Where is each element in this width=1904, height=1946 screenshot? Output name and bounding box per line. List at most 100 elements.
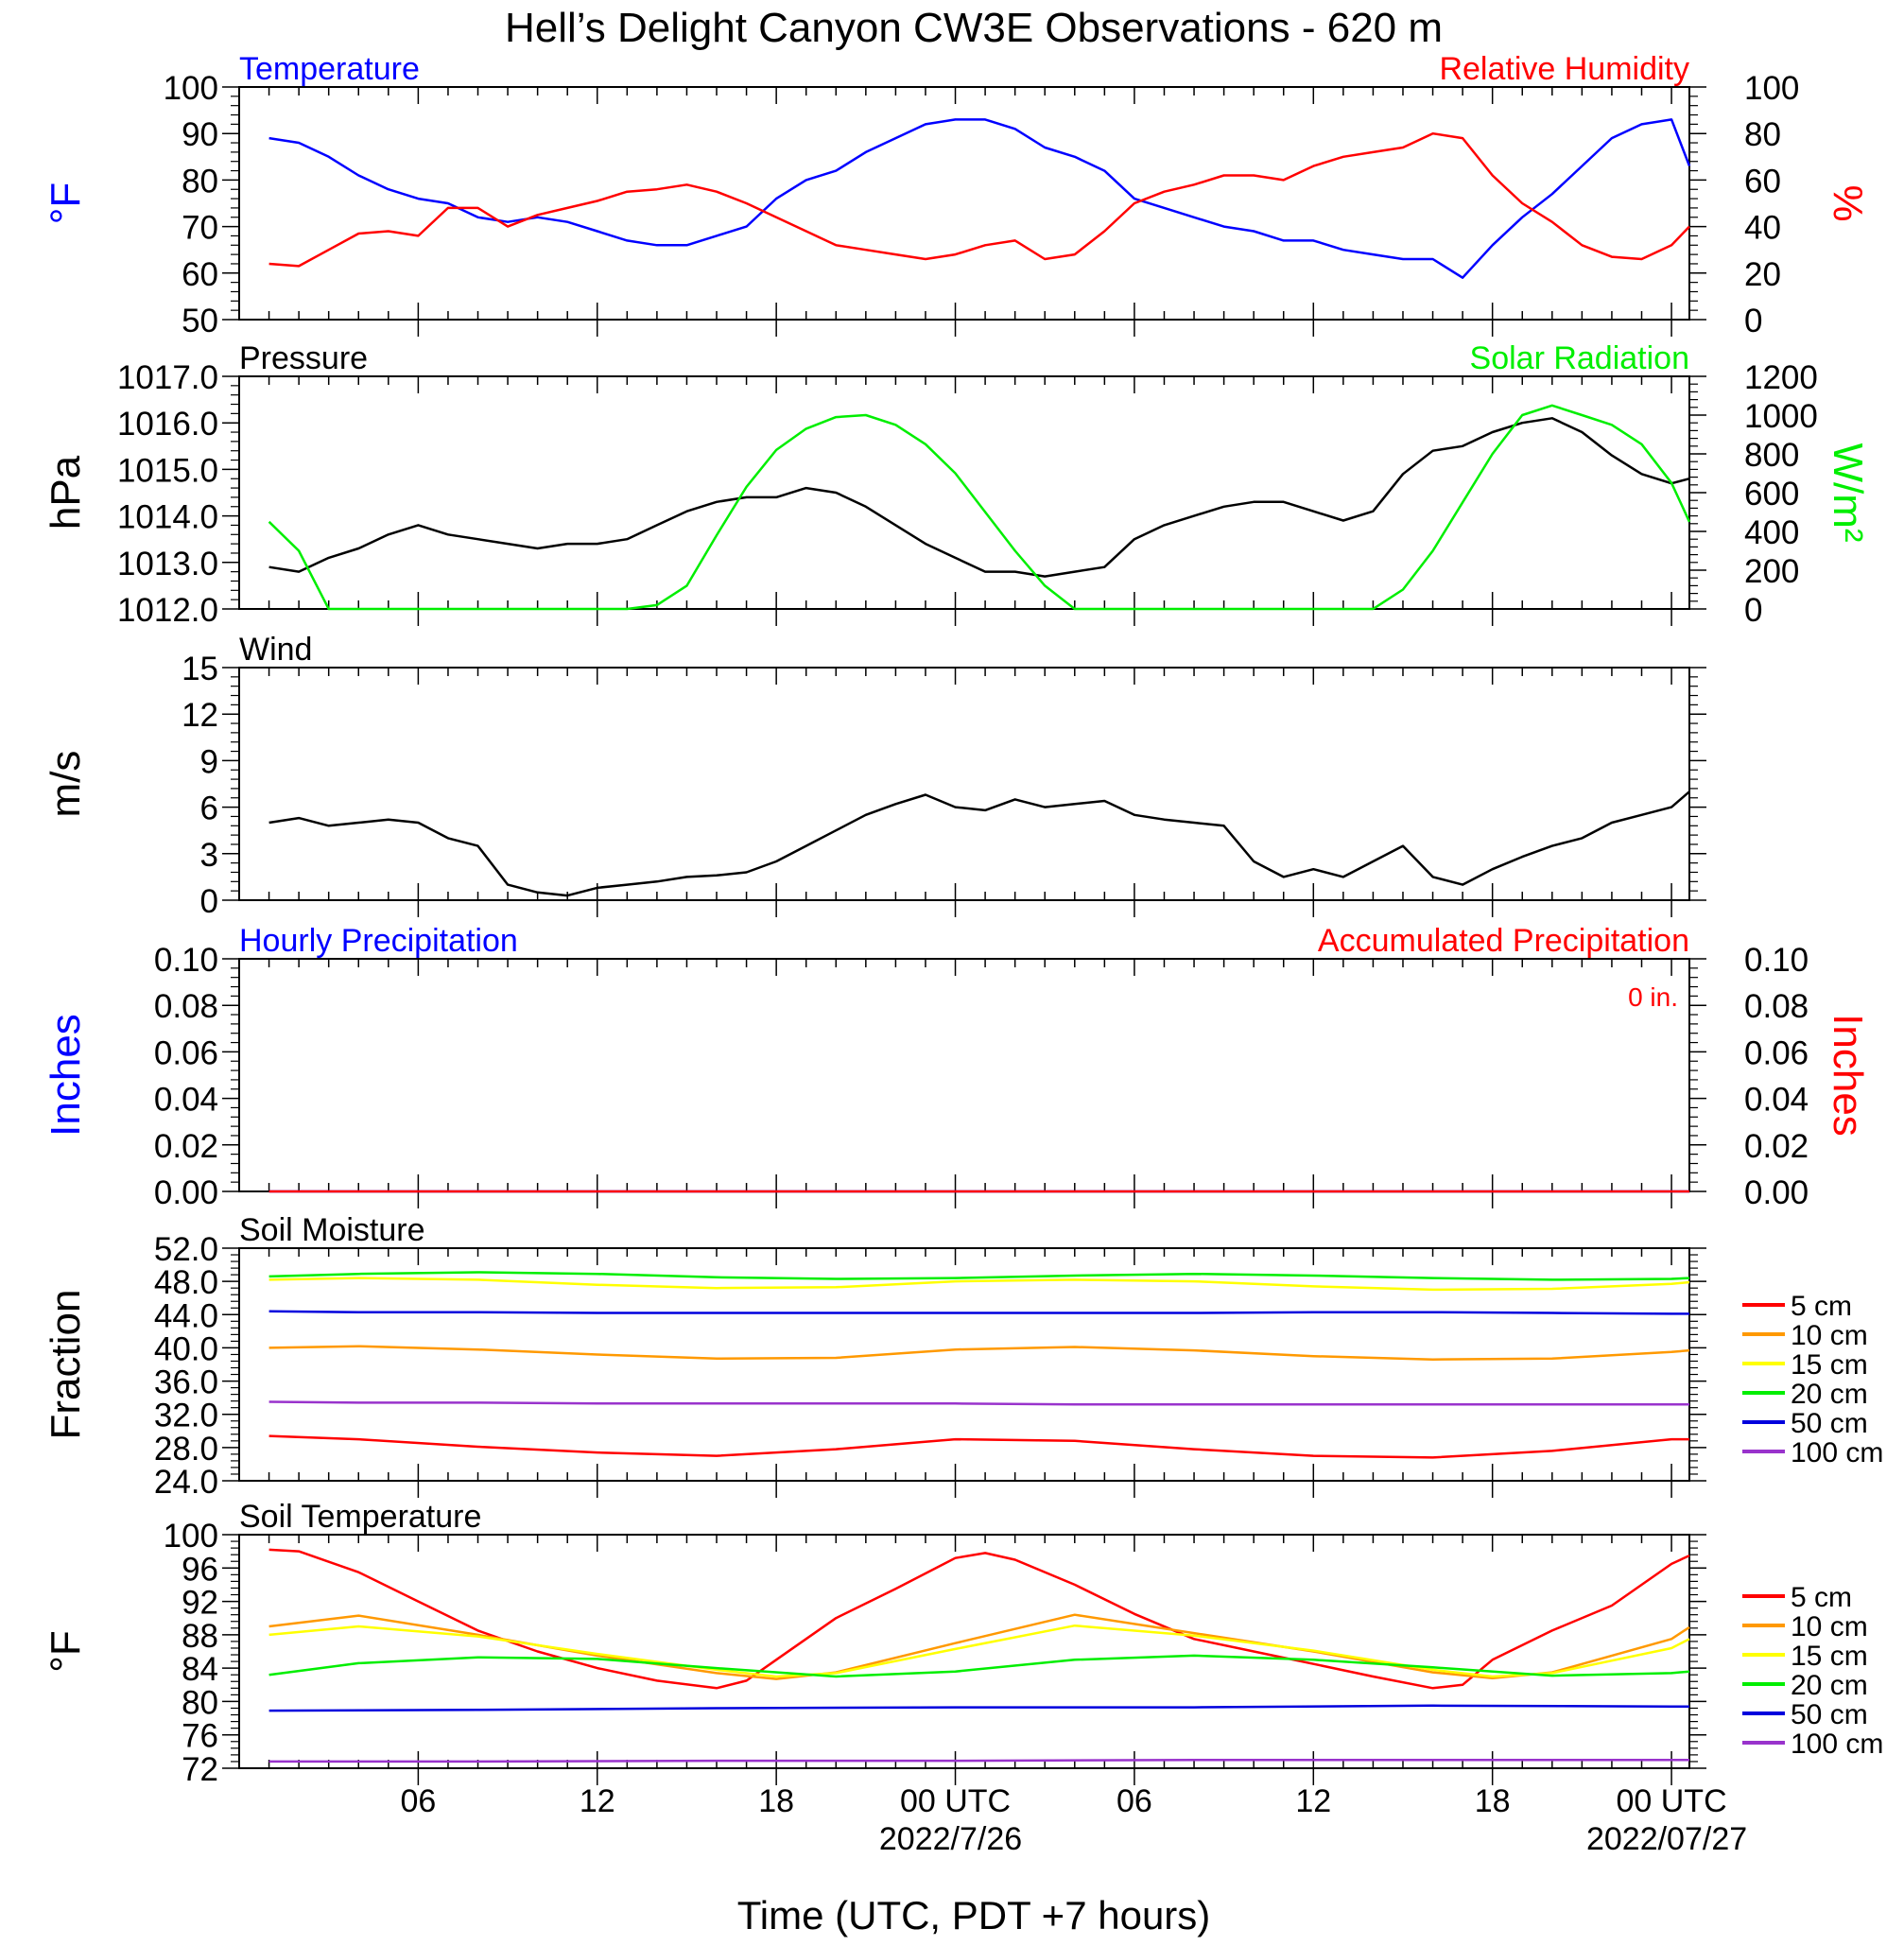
y-tick-label-right: 100 xyxy=(1744,70,1799,107)
y-tick-label: 1014.0 xyxy=(117,499,218,536)
legend-label: 10 cm xyxy=(1791,1611,1868,1642)
panel-title-right: Solar Radiation xyxy=(1470,340,1689,376)
y-tick-label: 72 xyxy=(182,1751,218,1788)
y-tick-label-right: 20 xyxy=(1744,256,1781,293)
y-tick-label: 76 xyxy=(182,1718,218,1755)
legend-label: 100 cm xyxy=(1791,1729,1883,1760)
series-line xyxy=(268,791,1690,897)
x-tick-label: 18 xyxy=(1475,1783,1511,1819)
panel-frame xyxy=(238,1247,1690,1482)
y-axis-label-left: °F xyxy=(43,182,89,224)
y-tick-label: 6 xyxy=(200,791,218,827)
series-line xyxy=(268,1345,1690,1361)
y-tick-label-right: 0.08 xyxy=(1744,988,1809,1025)
y-tick-label: 9 xyxy=(200,743,218,780)
y-tick-label-right: 0.10 xyxy=(1744,942,1809,979)
y-tick-label: 50 xyxy=(182,303,218,339)
y-tick-label: 96 xyxy=(182,1551,218,1588)
panel-frame xyxy=(238,958,1690,1192)
y-tick-label: 3 xyxy=(200,837,218,874)
y-tick-label: 44.0 xyxy=(154,1297,218,1334)
y-tick-label: 80 xyxy=(182,163,218,200)
x-tick-label: 00 UTC xyxy=(1616,1783,1726,1819)
y-tick-label: 48.0 xyxy=(154,1264,218,1301)
y-tick-label: 12 xyxy=(182,697,218,734)
x-tick-label: 12 xyxy=(580,1783,615,1819)
panel-frame xyxy=(238,375,1690,610)
y-tick-label: 32.0 xyxy=(154,1398,218,1434)
y-tick-label: 0.06 xyxy=(154,1034,218,1071)
y-tick-label: 1017.0 xyxy=(117,359,218,396)
panel-title-left: Temperature xyxy=(239,51,420,87)
y-tick-label-right: 0.02 xyxy=(1744,1128,1809,1165)
y-tick-label-right: 40 xyxy=(1744,210,1781,247)
y-tick-label-right: 200 xyxy=(1744,553,1799,590)
y-tick-label: 80 xyxy=(182,1684,218,1721)
series-line xyxy=(268,1277,1690,1292)
series-line xyxy=(268,118,1691,279)
x-tick-label: 06 xyxy=(1116,1783,1152,1819)
x-date-label: 2022/07/27 xyxy=(1586,1821,1747,1857)
y-tick-label: 70 xyxy=(182,210,218,247)
y-tick-label: 92 xyxy=(182,1585,218,1622)
y-tick-label-right: 400 xyxy=(1744,514,1799,551)
y-tick-label-right: 0 xyxy=(1744,303,1762,339)
panel-title-left: Pressure xyxy=(239,340,368,376)
legend-label: 50 cm xyxy=(1791,1699,1868,1730)
series-line xyxy=(268,404,1691,611)
x-axis-label: Time (UTC, PDT +7 hours) xyxy=(737,1893,1211,1937)
y-tick-label: 100 xyxy=(164,70,218,107)
y-tick-label-right: 0.00 xyxy=(1744,1174,1809,1211)
y-tick-label: 52.0 xyxy=(154,1231,218,1268)
y-axis-label-left: Fraction xyxy=(43,1290,89,1440)
y-tick-label: 28.0 xyxy=(154,1431,218,1468)
legend-label: 15 cm xyxy=(1791,1349,1868,1381)
series-line xyxy=(268,1704,1689,1712)
panel-frame xyxy=(238,86,1690,321)
x-date-label: 2022/7/26 xyxy=(879,1821,1022,1857)
y-tick-label: 0.02 xyxy=(154,1128,218,1165)
y-tick-label-right: 0.04 xyxy=(1744,1082,1809,1119)
panel-frame xyxy=(238,1534,1690,1769)
x-tick-label: 12 xyxy=(1295,1783,1331,1819)
y-tick-label: 1012.0 xyxy=(117,592,218,629)
x-tick-label: 06 xyxy=(400,1783,436,1819)
x-tick-label: 00 UTC xyxy=(900,1783,1011,1819)
chart-title: Hell’s Delight Canyon CW3E Observations … xyxy=(505,5,1443,51)
series-line xyxy=(268,131,1690,268)
y-axis-label-right: Inches xyxy=(1825,1014,1871,1137)
y-axis-label-left: m/s xyxy=(43,751,89,818)
panel-title-right: Accumulated Precipitation xyxy=(1318,923,1689,959)
y-tick-label-right: 0.06 xyxy=(1744,1034,1809,1071)
y-tick-label: 60 xyxy=(182,256,218,293)
y-tick-label-right: 60 xyxy=(1744,163,1781,200)
y-tick-label-right: 800 xyxy=(1744,437,1799,474)
y-axis-label-right: W/m² xyxy=(1825,443,1871,542)
legend-label: 50 cm xyxy=(1791,1408,1868,1439)
panel-title-left: Soil Moisture xyxy=(239,1212,425,1248)
legend-label: 20 cm xyxy=(1791,1379,1868,1410)
y-tick-label: 88 xyxy=(182,1618,218,1655)
series-line xyxy=(268,1434,1689,1459)
series-line xyxy=(268,1271,1690,1281)
panel-title-left: Soil Temperature xyxy=(239,1499,481,1535)
legend-label: 5 cm xyxy=(1791,1291,1852,1322)
series-line xyxy=(268,1624,1690,1678)
legend-label: 5 cm xyxy=(1791,1582,1852,1613)
legend-label: 100 cm xyxy=(1791,1437,1883,1468)
y-tick-label: 0 xyxy=(200,883,218,920)
series-line xyxy=(268,1654,1690,1678)
legend-label: 10 cm xyxy=(1791,1320,1868,1351)
y-axis-label-right: % xyxy=(1825,184,1871,221)
y-tick-label: 90 xyxy=(182,116,218,153)
y-tick-label: 24.0 xyxy=(154,1464,218,1501)
legend-label: 15 cm xyxy=(1791,1641,1868,1672)
y-tick-label-right: 1200 xyxy=(1744,359,1818,396)
series-line xyxy=(268,417,1690,578)
y-axis-label-left: Inches xyxy=(43,1014,89,1137)
y-tick-label: 15 xyxy=(182,651,218,687)
y-tick-label: 1015.0 xyxy=(117,452,218,489)
y-axis-label-left: hPa xyxy=(43,455,89,530)
legend-label: 20 cm xyxy=(1791,1670,1868,1701)
